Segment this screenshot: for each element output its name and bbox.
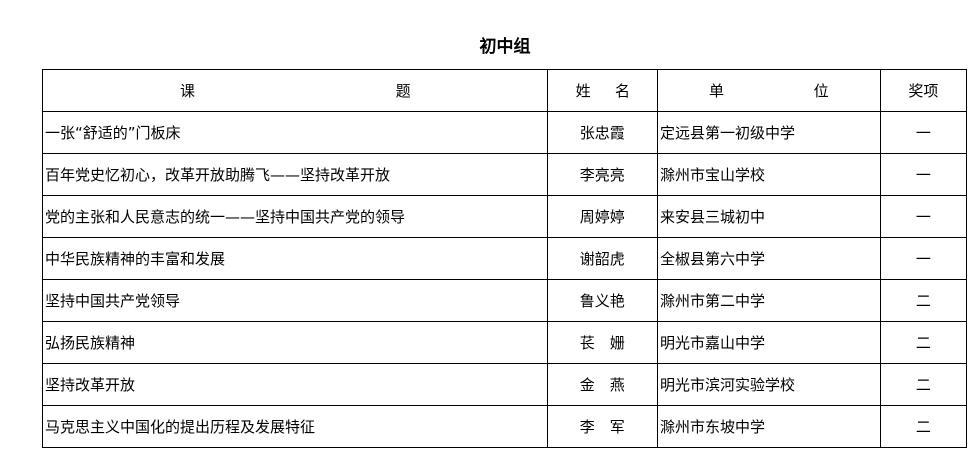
table-row: 坚持中国共产党领导 鲁义艳 滁州市第二中学二 (42, 279, 968, 322)
cell-unit: 明光市滨河实验学校 (656, 363, 881, 406)
cell-award: 二 (879, 321, 968, 364)
header-row: 课题 姓名 单位 奖项 (42, 69, 968, 112)
cell-name: 周婷婷 (546, 195, 658, 238)
cell-unit: 定远县第一初级中学 (656, 111, 881, 154)
cell-award: 二 (879, 405, 968, 448)
page-title: 初中组 (479, 37, 531, 57)
cell-unit: 明光市嘉山中学 (656, 321, 881, 364)
cell-unit: 滁州市宝山学校 (656, 153, 881, 196)
header-topic: 课题 (42, 69, 548, 112)
table-row: 党的主张和人民意志的统一——坚持中国共产党的领导 周婷婷 来安县三城初中一 (42, 195, 968, 238)
header-unit-char: 单 (708, 82, 724, 100)
cell-topic: 一张“舒适的”门板床 (42, 111, 548, 154)
cell-award: 一 (879, 195, 968, 238)
cell-topic: 党的主张和人民意志的统一——坚持中国共产党的领导 (42, 195, 548, 238)
cell-unit: 来安县三城初中 (656, 195, 881, 238)
award-table: 课题 姓名 单位 奖项 一张“舒适的”门板床 张忠霞 定远县第一初级中学一百年党史忆… (42, 69, 968, 448)
header-topic-char: 课 (180, 82, 196, 100)
cell-name: 苌 姗 (546, 321, 658, 364)
cell-award: 一 (879, 153, 968, 196)
cell-topic: 坚持改革开放 (42, 363, 548, 406)
header-unit-char: 位 (813, 82, 829, 100)
cell-unit: 滁州市东坡中学 (656, 405, 881, 448)
cell-unit: 滁州市第二中学 (656, 279, 881, 322)
cell-topic: 坚持中国共产党领导 (42, 279, 548, 322)
cell-name: 金 燕 (546, 363, 658, 406)
table-row: 百年党史忆初心，改革开放助腾飞——坚持改革开放 李亮亮 滁州市宝山学校一 (42, 153, 968, 196)
cell-name: 鲁义艳 (546, 279, 658, 322)
header-unit: 单位 (656, 69, 881, 112)
header-topic-char: 题 (395, 82, 411, 100)
header-name-char: 名 (614, 82, 630, 100)
cell-name: 谢韶虎 (546, 237, 658, 280)
cell-name: 李 军 (546, 405, 658, 448)
cell-topic: 百年党史忆初心，改革开放助腾飞——坚持改革开放 (42, 153, 548, 196)
cell-unit: 全椒县第六中学 (656, 237, 881, 280)
header-name-char: 姓 (575, 82, 591, 100)
cell-award: 二 (879, 363, 968, 406)
cell-topic: 马克思主义中国化的提出历程及发展特征 (42, 405, 548, 448)
table-row: 马克思主义中国化的提出历程及发展特征李 军滁州市东坡中学二 (42, 405, 968, 448)
table-row: 一张“舒适的”门板床 张忠霞 定远县第一初级中学一 (42, 111, 968, 154)
cell-award: 二 (879, 279, 968, 322)
cell-award: 一 (879, 111, 968, 154)
cell-name: 张忠霞 (546, 111, 658, 154)
cell-name: 李亮亮 (546, 153, 658, 196)
cell-award: 一 (879, 237, 968, 280)
table-row: 弘扬民族精神苌 姗明光市嘉山中学二 (42, 321, 968, 364)
cell-topic: 弘扬民族精神 (42, 321, 548, 364)
cell-topic: 中华民族精神的丰富和发展 (42, 237, 548, 280)
table-row: 中华民族精神的丰富和发展 谢韶虎 全椒县第六中学一 (42, 237, 968, 280)
header-name: 姓名 (546, 69, 658, 112)
table-row: 坚持改革开放金 燕明光市滨河实验学校二 (42, 363, 968, 406)
header-award: 奖项 (879, 69, 968, 112)
